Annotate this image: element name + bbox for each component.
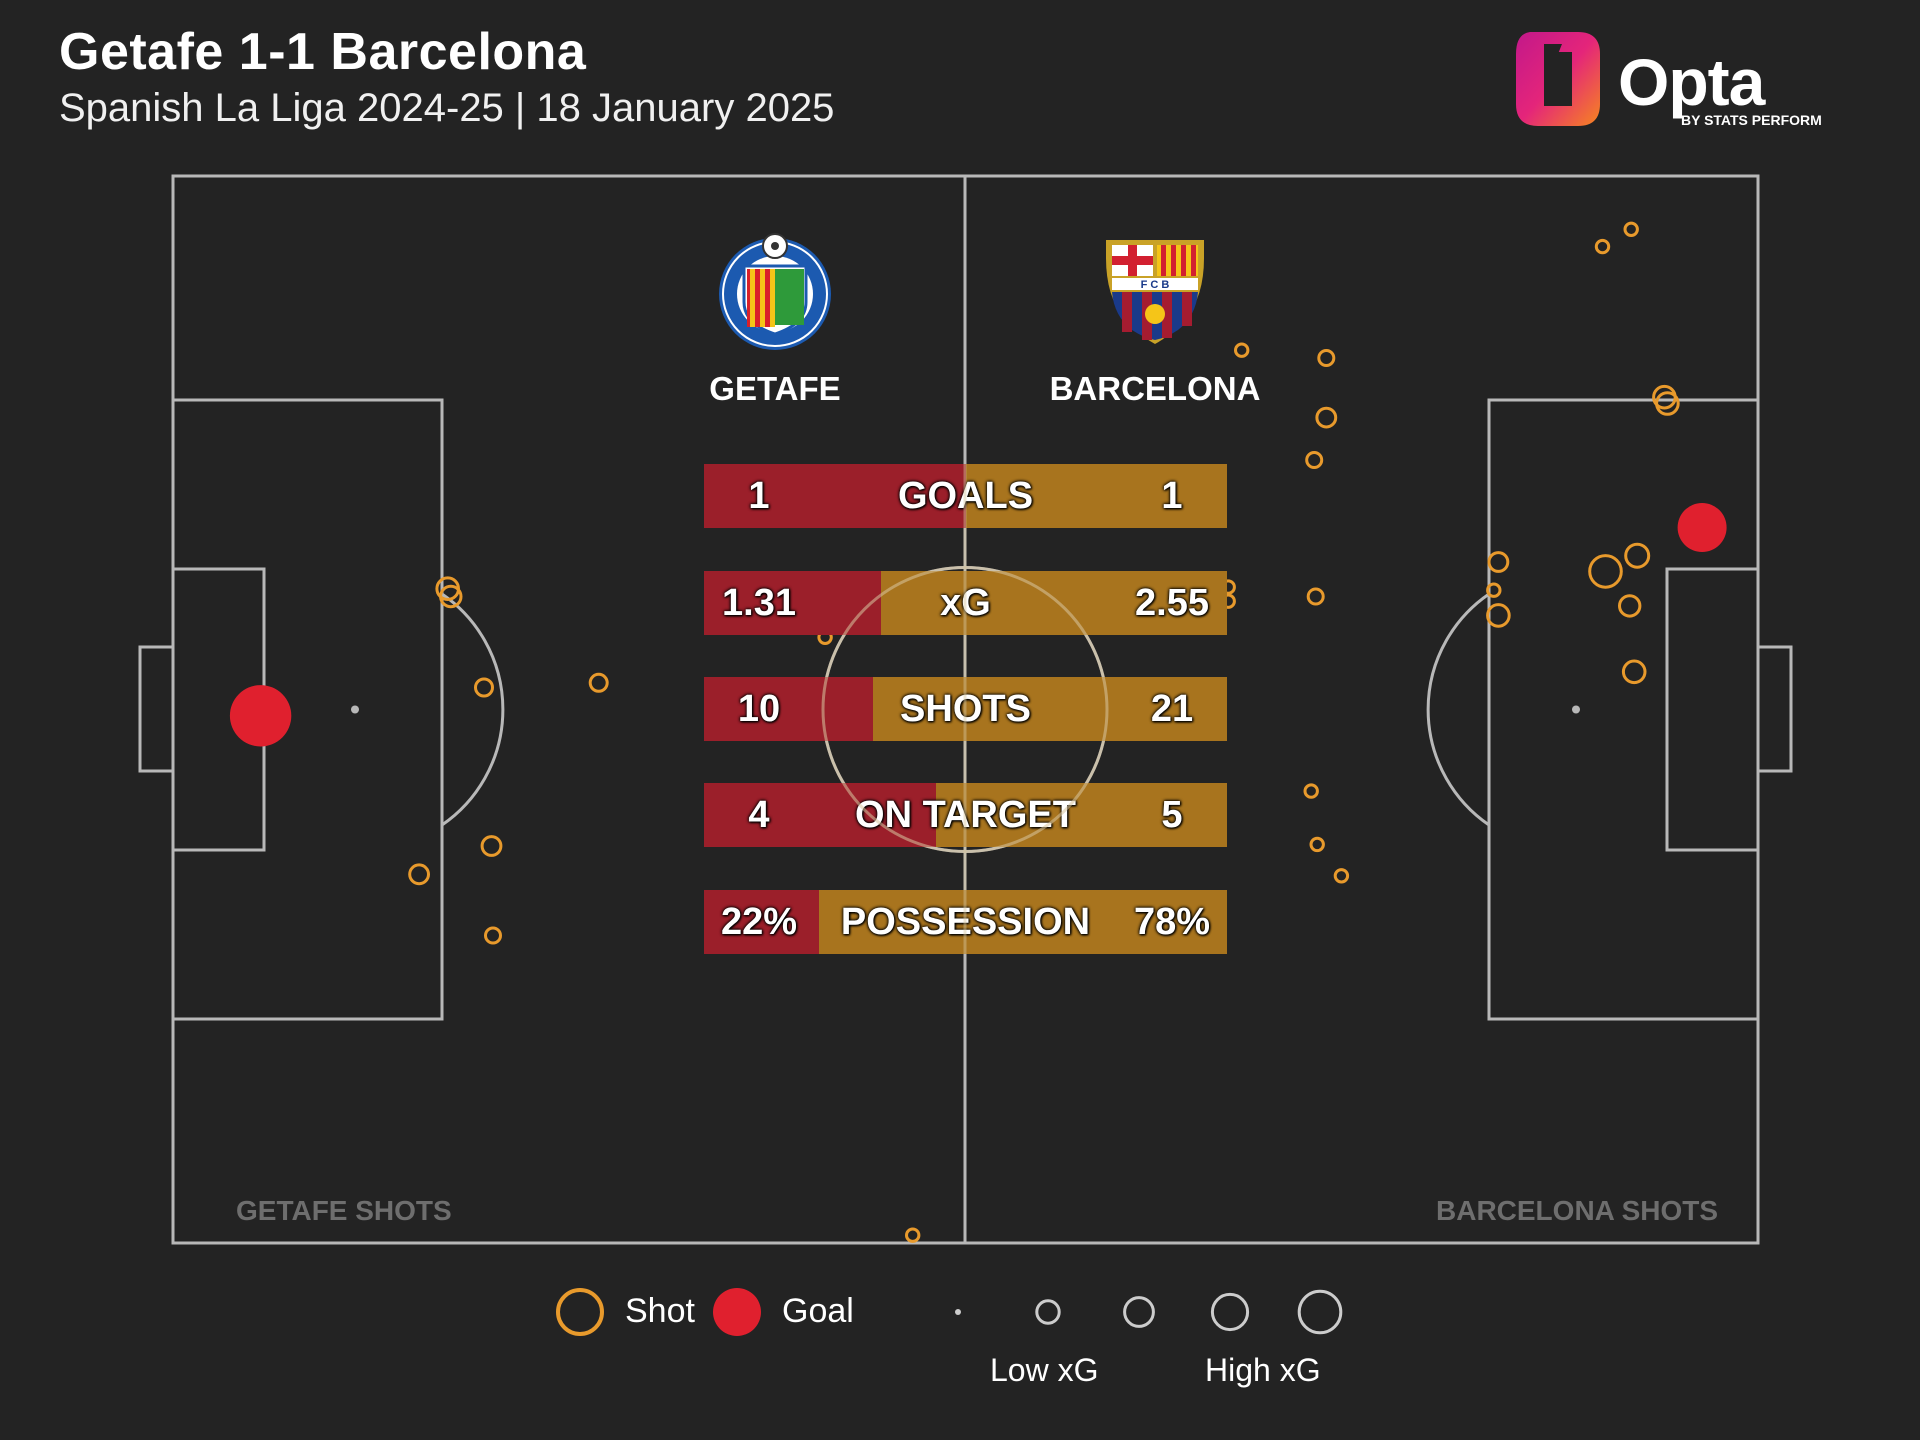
away-shot-marker-12 xyxy=(1317,349,1336,367)
legend-high-xg-label: High xG xyxy=(1205,1352,1321,1388)
away-penalty-spot xyxy=(1572,705,1580,714)
away-six-yard-box xyxy=(1665,567,1760,852)
away-shot-marker-9 xyxy=(1486,582,1502,598)
legend-xg-size-3 xyxy=(1210,1292,1250,1332)
home-shot-marker-4 xyxy=(588,672,609,693)
legend-xg-size-2 xyxy=(1123,1296,1155,1328)
away-penalty-arc xyxy=(1426,592,1490,827)
stat-bar-home xyxy=(704,890,820,954)
legend-xg-size-4 xyxy=(1297,1289,1343,1335)
away-shot-marker-11 xyxy=(1594,238,1611,255)
stat-away-value: 1 xyxy=(1161,475,1183,517)
home-team-name: GETAFE xyxy=(709,370,841,407)
away-shot-marker-7 xyxy=(1487,551,1510,573)
away-goal-marker-0 xyxy=(1677,503,1727,552)
stat-home-value: 10 xyxy=(737,688,781,730)
opta-logo: Opta BY STATS PERFORM xyxy=(1508,24,1838,134)
away-shot-marker-15 xyxy=(1305,451,1324,469)
barcelona-crest: F C B xyxy=(1100,236,1210,351)
stat-row-possession: 22% POSSESSION 78% xyxy=(704,890,1227,954)
away-shots-label: BARCELONA SHOTS xyxy=(1436,1195,1719,1226)
stat-away-value: 5 xyxy=(1161,794,1183,836)
home-shot-marker-3 xyxy=(474,677,494,698)
away-shot-marker-3 xyxy=(1624,542,1651,569)
away-shot-marker-2 xyxy=(1655,391,1680,416)
away-shot-marker-19 xyxy=(1303,783,1319,799)
stat-home-value: 1.31 xyxy=(722,582,796,624)
home-shot-marker-5 xyxy=(480,835,503,857)
legend-xg-scale xyxy=(955,1289,1343,1335)
stat-bar-home xyxy=(704,464,966,528)
home-shots-layer xyxy=(229,469,921,1243)
opta-byline: BY STATS PERFORM xyxy=(1681,112,1822,128)
away-shot-marker-5 xyxy=(1618,594,1642,618)
opta-logo-icon xyxy=(1516,32,1600,126)
home-shot-marker-7 xyxy=(484,926,502,945)
stat-label: POSSESSION xyxy=(840,901,1091,943)
home-penalty-area xyxy=(171,398,444,1021)
away-shot-marker-10 xyxy=(1623,221,1639,238)
away-shot-marker-4 xyxy=(1588,554,1623,589)
stat-home-value: 22% xyxy=(720,901,798,943)
home-shots-label: GETAFE SHOTS xyxy=(236,1195,452,1226)
legend-goal-label: Goal xyxy=(782,1292,854,1330)
stat-home-value: 1 xyxy=(748,475,770,517)
getafe-crest xyxy=(716,232,834,357)
home-goal xyxy=(138,645,175,773)
stat-away-value: 78% xyxy=(1133,901,1211,943)
legend-shot-label: Shot xyxy=(625,1292,695,1330)
stat-away-value: 21 xyxy=(1150,688,1194,730)
stat-away-value: 2.55 xyxy=(1135,582,1209,624)
stat-row-on-target: 4 ON TARGET 5 xyxy=(704,783,1227,847)
home-shot-marker-9 xyxy=(905,1227,921,1243)
away-shot-marker-8 xyxy=(1486,603,1511,628)
away-shot-marker-21 xyxy=(1333,868,1350,884)
legend-xg-size-1 xyxy=(1035,1299,1061,1325)
legend-low-xg-label: Low xG xyxy=(990,1352,1099,1388)
stat-home-value: 4 xyxy=(748,794,770,836)
home-goal-marker-0 xyxy=(229,685,292,747)
away-shot-marker-6 xyxy=(1621,659,1647,685)
stat-row-shots: 10 SHOTS 21 xyxy=(704,677,1227,741)
svg-text:F C B: F C B xyxy=(1141,279,1170,291)
legend-goal-marker xyxy=(713,1288,761,1336)
away-shot-marker-16 xyxy=(1306,587,1325,606)
away-shot-marker-13 xyxy=(1315,406,1338,429)
home-shot-marker-6 xyxy=(408,863,431,886)
home-shot-marker-2 xyxy=(439,584,463,609)
away-shot-marker-14 xyxy=(1234,342,1250,358)
chart-subtitle: Spanish La Liga 2024-25 | 18 January 202… xyxy=(59,86,835,130)
stat-row-xg: 1.31 xG 2.55 xyxy=(704,571,1227,635)
opta-wordmark: Opta xyxy=(1618,45,1765,119)
legend-xg-size-0 xyxy=(955,1309,961,1315)
stat-row-goals: 1 GOALS 1 xyxy=(704,464,1227,528)
away-team-name: BARCELONA xyxy=(1049,370,1261,407)
stat-label: GOALS xyxy=(897,475,1034,517)
away-goal xyxy=(1756,645,1793,773)
legend-shot-marker xyxy=(556,1288,604,1336)
away-shot-marker-20 xyxy=(1309,836,1325,853)
chart-title: Getafe 1-1 Barcelona xyxy=(59,23,587,81)
away-penalty-area xyxy=(1487,398,1760,1021)
home-penalty-arc xyxy=(441,592,505,827)
home-penalty-spot xyxy=(351,705,359,714)
